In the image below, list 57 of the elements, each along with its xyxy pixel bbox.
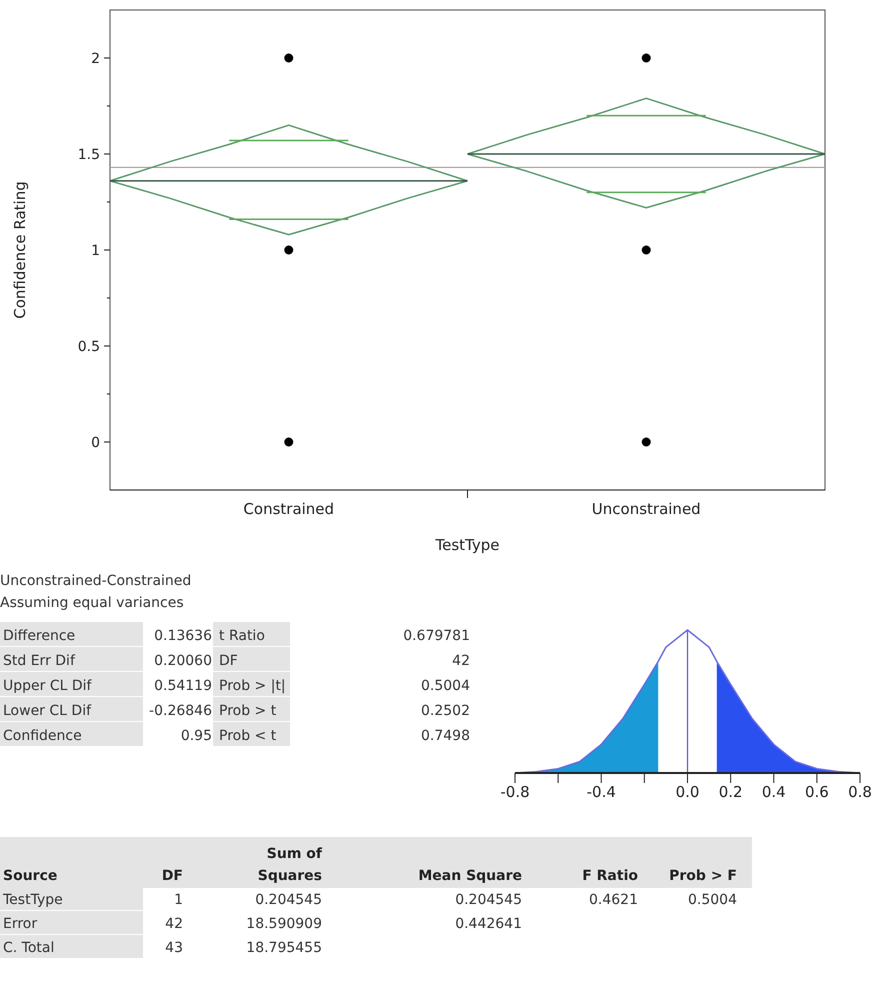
x-tick-label: 0.4 xyxy=(762,783,786,801)
x-tick-label: -0.4 xyxy=(586,783,616,801)
text: Error xyxy=(3,916,38,932)
text: 43 xyxy=(165,940,183,956)
text: 18.795455 xyxy=(246,940,322,956)
text: DF xyxy=(162,868,183,884)
text: C. Total xyxy=(3,940,54,956)
text: Prob < t xyxy=(219,728,277,744)
text: F Ratio xyxy=(582,868,638,884)
text: Prob > F xyxy=(669,868,737,884)
text: 0.20060 xyxy=(154,653,212,669)
text: 0.204545 xyxy=(455,892,522,908)
text: Prob > |t| xyxy=(219,678,286,694)
text: 0.204545 xyxy=(255,892,322,908)
text: Difference xyxy=(3,628,76,644)
text: Prob > t xyxy=(219,703,277,719)
text: 0.95 xyxy=(180,728,212,744)
text: DF xyxy=(219,653,238,669)
text: Mean Square xyxy=(418,868,522,884)
y-tick-label: 1.5 xyxy=(78,147,100,163)
text: Confidence xyxy=(3,728,82,744)
y-tick-label: 2 xyxy=(91,51,100,67)
text: 0.13636 xyxy=(154,628,212,644)
x-tick-label: 0.8 xyxy=(848,783,872,801)
text: 18.590909 xyxy=(246,916,322,932)
text: t Ratio xyxy=(219,628,265,644)
text: 0.7498 xyxy=(421,728,470,744)
text: Unconstrained-Constrained xyxy=(0,573,192,589)
x-axis-title: TestType xyxy=(434,536,500,554)
text: Upper CL Dif xyxy=(3,678,93,694)
x-tick-label: 0.6 xyxy=(804,783,829,801)
text: 0.54119 xyxy=(154,678,212,694)
text: 0.5004 xyxy=(688,892,738,908)
x-tick-label: 0.0 xyxy=(676,783,700,801)
text: Source xyxy=(3,868,58,884)
y-tick-label: 0 xyxy=(91,435,100,451)
text: 0.679781 xyxy=(403,628,470,644)
y-axis-title: Confidence Rating xyxy=(11,181,29,319)
text: 0.4621 xyxy=(589,892,638,908)
text: Assuming equal variances xyxy=(0,595,184,611)
text: Sum of Squares xyxy=(258,846,323,884)
text: 1 xyxy=(174,892,183,908)
text: 0.2502 xyxy=(421,703,470,719)
text: 0.442641 xyxy=(455,916,522,932)
text: Std Err Dif xyxy=(3,653,76,669)
text: 42 xyxy=(165,916,183,932)
text: Lower CL Dif xyxy=(3,703,92,719)
text: 42 xyxy=(452,653,470,669)
x-tick-label: Constrained xyxy=(243,500,334,518)
text: TestType xyxy=(2,892,63,908)
x-tick-label: 0.2 xyxy=(718,783,743,801)
x-tick-label: -0.8 xyxy=(500,783,530,801)
x-tick-label: Unconstrained xyxy=(592,500,701,518)
text: -0.26846 xyxy=(149,703,212,719)
y-tick-label: 0.5 xyxy=(78,339,100,355)
y-tick-label: 1 xyxy=(91,243,100,259)
text: 0.5004 xyxy=(421,678,470,694)
